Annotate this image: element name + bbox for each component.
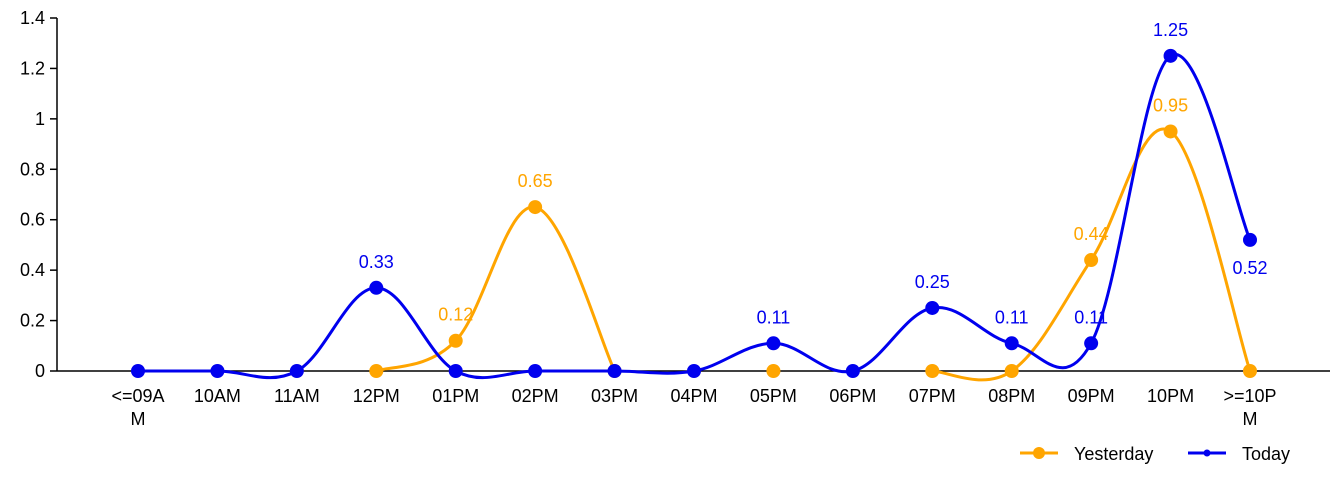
x-tick-label: 03PM (591, 386, 638, 406)
x-tick-label: <=09A M (111, 386, 164, 429)
data-point[interactable] (766, 364, 781, 378)
x-tick-label: 07PM (909, 386, 956, 406)
data-point[interactable] (210, 364, 225, 378)
y-tick-label: 1.2 (20, 58, 45, 78)
data-point[interactable] (607, 364, 622, 378)
data-label: 1.25 (1153, 20, 1188, 40)
data-point[interactable] (289, 364, 304, 378)
data-point[interactable] (925, 364, 940, 378)
data-label: 0.95 (1153, 95, 1188, 115)
data-point[interactable] (1243, 232, 1257, 247)
series-line (375, 205, 616, 373)
legend-marker (1033, 447, 1045, 459)
data-label: 0.25 (915, 272, 950, 292)
series-line (137, 52, 1252, 380)
y-tick-label: 0.2 (20, 311, 45, 331)
legend[interactable]: Yesterday Today (1020, 444, 1290, 464)
legend-label: Today (1242, 444, 1290, 464)
data-point[interactable] (131, 364, 145, 378)
x-tick-label: >=10P M (1223, 386, 1276, 429)
data-point[interactable] (925, 300, 940, 315)
data-labels: 0.12 0.65 0.44 0.95 0.33 0.11 0.25 0.11 0.11 1.25… (359, 20, 1268, 327)
legend-item-today[interactable]: Today (1188, 444, 1290, 464)
data-point[interactable] (1243, 364, 1257, 378)
y-axis: 0 0.2 0.4 0.6 0.8 1 1.2 1.4 (20, 8, 58, 381)
series-today (131, 48, 1257, 380)
x-axis: <=09A M 10AM 11AM 12PM 01PM 02PM 03PM 04PM 05PM 06… (57, 370, 1330, 429)
data-point[interactable] (1163, 48, 1178, 63)
x-tick-label: 04PM (670, 386, 717, 406)
data-point[interactable] (448, 333, 463, 348)
y-tick-label: 0.4 (20, 260, 45, 280)
y-tick-label: 0.8 (20, 159, 45, 179)
x-tick-label: 01PM (432, 386, 479, 406)
data-label: 0.11 (1074, 307, 1108, 327)
data-label: 0.11 (995, 307, 1029, 327)
y-tick-label: 0 (35, 361, 45, 381)
data-point[interactable] (845, 364, 860, 378)
x-tick-label: 05PM (750, 386, 797, 406)
data-point[interactable] (687, 364, 701, 378)
x-tick-label: 02PM (512, 386, 559, 406)
data-point[interactable] (369, 280, 384, 295)
data-point[interactable] (766, 336, 781, 351)
x-tick-label: 10AM (194, 386, 241, 406)
data-label: 0.65 (518, 171, 553, 191)
data-point[interactable] (528, 200, 543, 215)
data-point[interactable] (1004, 364, 1019, 378)
data-point[interactable] (448, 364, 463, 378)
y-tick-label: 0.6 (20, 210, 45, 230)
data-label: 0.44 (1074, 224, 1109, 244)
data-label: 0.52 (1232, 258, 1267, 278)
data-point[interactable] (1084, 253, 1099, 268)
series-layer (131, 48, 1257, 382)
x-tick-label: 10PM (1147, 386, 1194, 406)
data-point[interactable] (528, 364, 543, 378)
data-point[interactable] (369, 364, 384, 378)
series-line (932, 127, 1252, 382)
data-label: 0.11 (757, 307, 791, 327)
legend-label: Yesterday (1074, 444, 1153, 464)
data-label: 0.12 (438, 305, 473, 325)
data-point[interactable] (1163, 124, 1178, 139)
x-tick-label: 11AM (274, 386, 320, 406)
data-point[interactable] (1004, 336, 1019, 351)
legend-item-yesterday[interactable]: Yesterday (1020, 444, 1153, 464)
data-label: 0.33 (359, 252, 394, 272)
data-point[interactable] (1084, 336, 1099, 351)
x-tick-label: 06PM (829, 386, 876, 406)
y-tick-label: 1.4 (20, 8, 45, 28)
x-tick-label: 12PM (353, 386, 400, 406)
x-tick-label: 09PM (1068, 386, 1115, 406)
legend-marker (1203, 449, 1211, 457)
x-tick-label: 08PM (988, 386, 1035, 406)
series-yesterday (369, 124, 1257, 382)
y-tick-label: 1 (35, 109, 45, 129)
